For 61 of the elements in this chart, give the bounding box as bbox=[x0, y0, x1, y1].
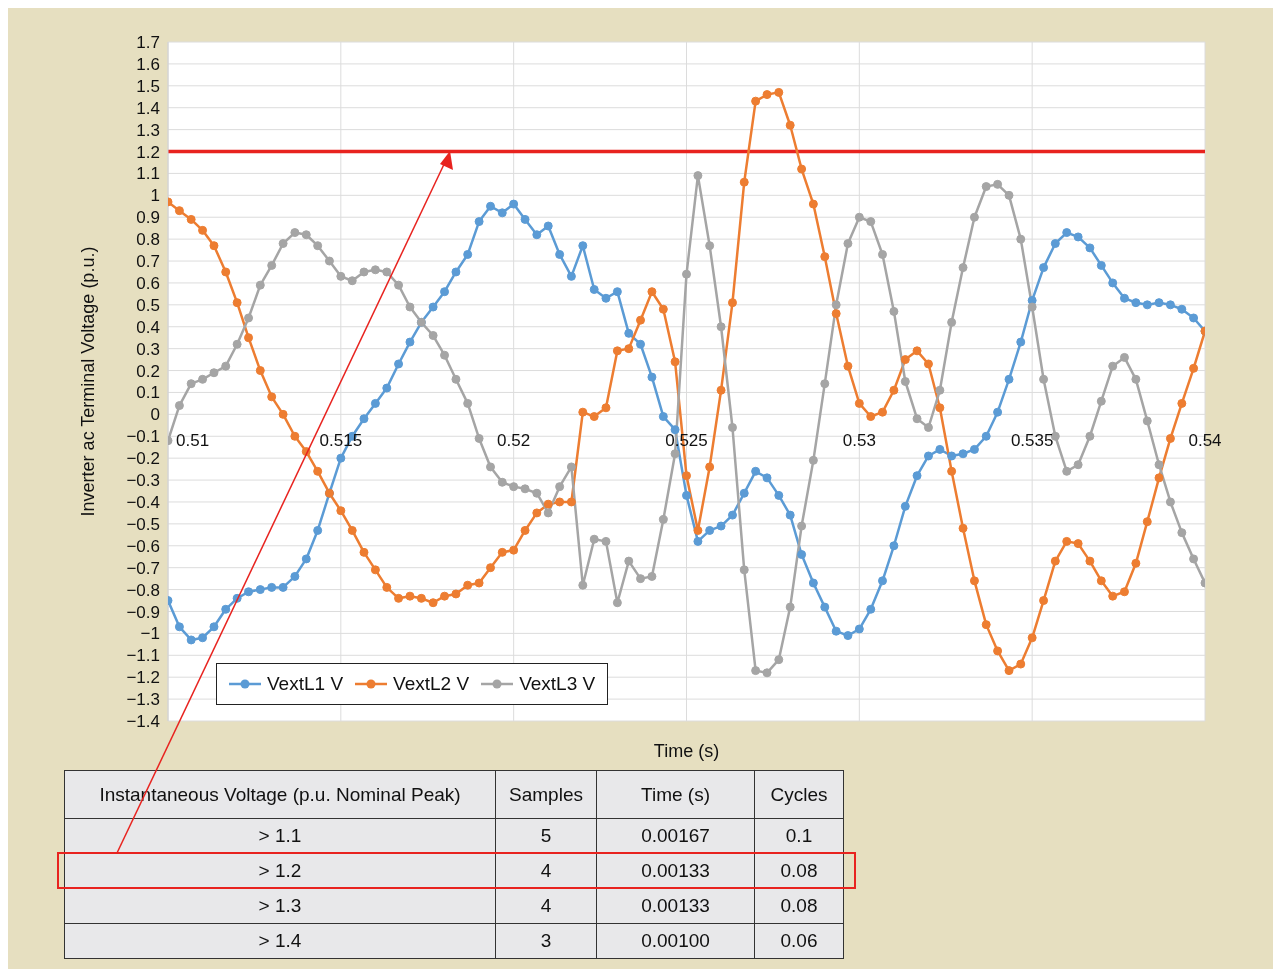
text: Time (s) bbox=[596, 770, 755, 819]
y-tick-label: 1.4 bbox=[136, 98, 160, 118]
y-tick-label: −0.3 bbox=[126, 471, 160, 491]
y-tick-label: 1.3 bbox=[136, 120, 160, 140]
y-tick-label: −0.6 bbox=[126, 536, 160, 556]
text: 0.00100 bbox=[596, 923, 755, 959]
y-tick-label: 0.3 bbox=[136, 339, 160, 359]
text: > 1.4 bbox=[64, 923, 496, 959]
text: 0.00167 bbox=[596, 818, 755, 854]
y-tick-label: −1.4 bbox=[126, 712, 160, 732]
y-tick-label: −1.2 bbox=[126, 668, 160, 688]
y-tick-label: −0.9 bbox=[126, 602, 160, 622]
y-tick-label: 0.2 bbox=[136, 361, 160, 381]
legend-label: VextL2 V bbox=[393, 673, 470, 695]
text: 0.08 bbox=[754, 853, 844, 889]
text: > 1.3 bbox=[64, 888, 496, 924]
y-tick-label: −1.1 bbox=[126, 646, 160, 666]
legend-label: VextL3 V bbox=[519, 673, 596, 695]
text: Samples bbox=[495, 770, 597, 819]
text: 0.1 bbox=[754, 818, 844, 854]
y-tick-label: 1.5 bbox=[136, 76, 160, 96]
y-tick-label: −0.5 bbox=[126, 514, 160, 534]
y-tick-label: 1.2 bbox=[136, 142, 160, 162]
text: 3 bbox=[495, 923, 597, 959]
legend-label: VextL1 V bbox=[267, 673, 344, 695]
y-tick-label: −1 bbox=[140, 624, 160, 644]
text: > 1.2 bbox=[64, 853, 496, 889]
y-tick-label: 1.1 bbox=[136, 164, 160, 184]
y-tick-label: 0.7 bbox=[136, 252, 160, 272]
text: Cycles bbox=[754, 770, 844, 819]
y-tick-label: −0.4 bbox=[126, 493, 160, 512]
x-tick-label: 0.52 bbox=[497, 431, 531, 451]
text: > 1.1 bbox=[64, 818, 496, 854]
text: 0.06 bbox=[754, 923, 844, 959]
text: 0.08 bbox=[754, 888, 844, 924]
text: 0.00133 bbox=[596, 853, 755, 889]
y-axis-title: Inverter ac Terminal Voltage (p.u.) bbox=[78, 246, 99, 517]
x-axis-title: Time (s) bbox=[653, 741, 720, 761]
x-tick-label: 0.53 bbox=[842, 431, 876, 451]
text: 0.00133 bbox=[596, 888, 755, 924]
y-tick-label: 0.5 bbox=[136, 295, 160, 315]
x-tick-label: 0.535 bbox=[1010, 431, 1054, 451]
y-tick-label: 1.7 bbox=[136, 33, 160, 53]
y-tick-label: −1.3 bbox=[126, 690, 160, 710]
y-tick-label: 0.4 bbox=[136, 317, 160, 337]
text: 4 bbox=[495, 888, 597, 924]
y-tick-label: −0.1 bbox=[126, 427, 160, 447]
y-tick-label: −0.8 bbox=[126, 580, 160, 600]
y-tick-label: 0 bbox=[150, 405, 160, 425]
text: 4 bbox=[495, 853, 597, 889]
y-tick-label: −0.7 bbox=[126, 558, 160, 578]
y-tick-label: 0.6 bbox=[136, 273, 160, 293]
y-tick-label: 1 bbox=[150, 186, 160, 206]
y-tick-label: 0.8 bbox=[136, 230, 160, 250]
y-tick-label: 0.1 bbox=[136, 383, 160, 403]
y-tick-label: −0.2 bbox=[126, 449, 160, 469]
x-tick-label: 0.51 bbox=[176, 431, 210, 451]
y-tick-label: 1.6 bbox=[136, 54, 160, 74]
x-tick-label: 0.54 bbox=[1188, 431, 1222, 451]
text: 5 bbox=[495, 818, 597, 854]
y-tick-label: 0.9 bbox=[136, 208, 160, 228]
